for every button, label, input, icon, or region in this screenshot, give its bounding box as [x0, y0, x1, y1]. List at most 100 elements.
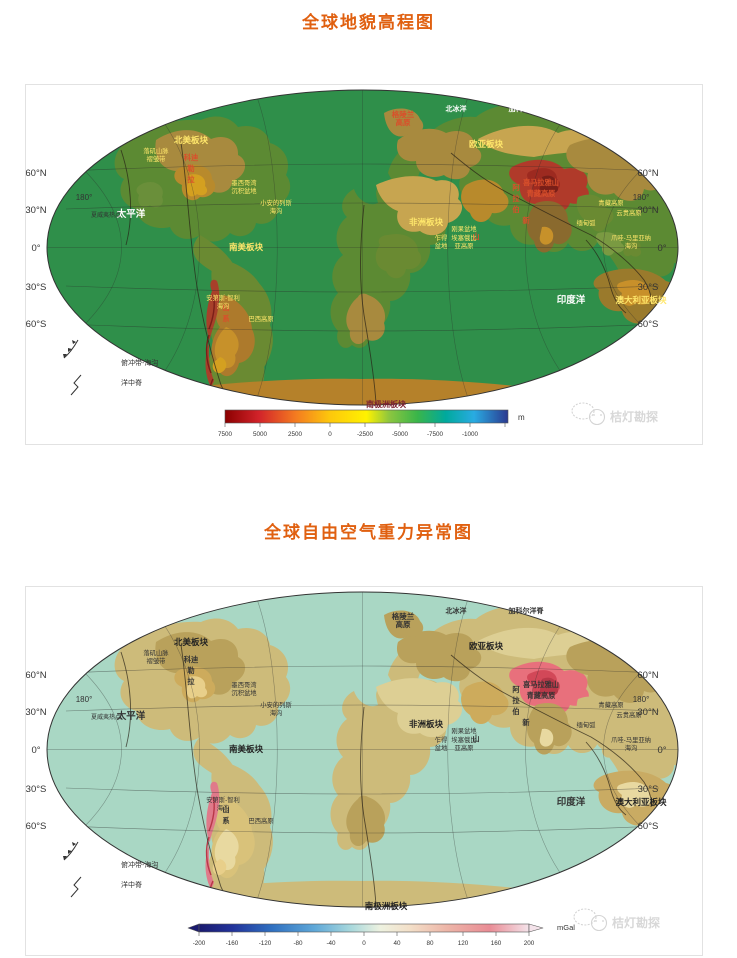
svg-text:120: 120: [458, 940, 469, 947]
svg-text:墨西哥湾: 墨西哥湾: [231, 178, 257, 187]
svg-text:太平洋: 太平洋: [117, 710, 146, 722]
svg-text:-1000: -1000: [462, 431, 479, 438]
svg-text:海沟: 海沟: [625, 743, 638, 752]
svg-text:海沟: 海沟: [270, 206, 283, 215]
svg-text:40: 40: [393, 940, 401, 947]
svg-text:60°S: 60°S: [26, 319, 46, 330]
svg-text:180°: 180°: [76, 695, 93, 704]
svg-text:夏威夷热点: 夏威夷热点: [91, 713, 121, 721]
svg-text:2500: 2500: [288, 431, 303, 438]
svg-text:亚高原: 亚高原: [455, 743, 474, 752]
svg-text:60°N: 60°N: [637, 670, 658, 681]
svg-text:云贵高原: 云贵高原: [616, 208, 641, 217]
svg-text:洋中脊: 洋中脊: [121, 880, 142, 889]
svg-text:亚高原: 亚高原: [455, 241, 474, 250]
svg-text:0°: 0°: [31, 745, 40, 756]
svg-text:伯: 伯: [512, 707, 519, 716]
svg-text:阿: 阿: [512, 685, 520, 694]
svg-text:-2500: -2500: [357, 431, 374, 438]
svg-text:30°N: 30°N: [26, 707, 47, 718]
svg-text:桔灯勘探: 桔灯勘探: [610, 409, 658, 424]
svg-text:60°N: 60°N: [26, 168, 47, 179]
svg-text:30°S: 30°S: [26, 784, 46, 795]
svg-text:洋中脊: 洋中脊: [121, 378, 142, 387]
svg-text:30°S: 30°S: [26, 282, 46, 293]
svg-text:160: 160: [491, 940, 502, 947]
svg-text:80: 80: [426, 940, 434, 947]
svg-text:阿: 阿: [512, 183, 520, 192]
svg-text:乍得: 乍得: [435, 735, 448, 744]
svg-text:加科尔洋脊: 加科尔洋脊: [508, 606, 545, 615]
svg-text:科迪: 科迪: [184, 655, 199, 664]
svg-text:60°S: 60°S: [638, 319, 659, 330]
svg-text:澳大利亚板块: 澳大利亚板块: [615, 295, 667, 305]
svg-text:南美板块: 南美板块: [229, 744, 264, 754]
svg-text:印度洋: 印度洋: [557, 294, 586, 306]
svg-text:小安的列斯: 小安的列斯: [260, 700, 292, 709]
svg-text:南极洲板块: 南极洲板块: [366, 399, 407, 409]
svg-text:-120: -120: [259, 940, 272, 947]
svg-text:加科尔洋脊: 加科尔洋脊: [508, 104, 545, 113]
svg-text:落矶山脉: 落矶山脉: [143, 146, 169, 155]
svg-text:褶皱带: 褶皱带: [147, 656, 166, 665]
svg-text:巴西高原: 巴西高原: [248, 314, 273, 323]
svg-text:-200: -200: [193, 940, 206, 947]
svg-text:云贵高原: 云贵高原: [616, 710, 641, 719]
svg-text:200: 200: [524, 940, 535, 947]
svg-text:海沟: 海沟: [217, 803, 230, 812]
svg-text:5000: 5000: [253, 431, 268, 438]
svg-text:180°: 180°: [76, 193, 93, 202]
svg-text:小安的列斯: 小安的列斯: [260, 198, 292, 207]
svg-text:30°S: 30°S: [638, 784, 659, 795]
svg-text:海沟: 海沟: [625, 241, 638, 250]
svg-text:沉积盆地: 沉积盆地: [231, 688, 257, 697]
svg-text:-160: -160: [226, 940, 239, 947]
svg-text:盆地: 盆地: [435, 241, 448, 250]
svg-text:拉: 拉: [187, 677, 195, 686]
svg-text:青藏高原: 青藏高原: [527, 691, 556, 700]
svg-text:乍得: 乍得: [435, 233, 448, 242]
svg-text:新: 新: [522, 718, 530, 727]
svg-text:非洲板块: 非洲板块: [409, 719, 444, 729]
svg-text:喜马拉雅山: 喜马拉雅山: [523, 680, 559, 689]
svg-text:青藏高原: 青藏高原: [598, 198, 623, 207]
svg-text:非洲板块: 非洲板块: [409, 217, 444, 227]
svg-text:伯: 伯: [512, 205, 519, 214]
svg-text:180°: 180°: [633, 695, 650, 704]
svg-text:7500: 7500: [218, 431, 233, 438]
svg-text:爪哇-马里亚纳: 爪哇-马里亚纳: [611, 233, 651, 242]
svg-text:拉: 拉: [512, 194, 520, 203]
svg-text:青藏高原: 青藏高原: [527, 189, 556, 198]
svg-text:缅甸弧: 缅甸弧: [577, 720, 597, 729]
svg-text:欧亚板块: 欧亚板块: [469, 641, 504, 651]
svg-text:夏威夷热点: 夏威夷热点: [91, 211, 121, 219]
svg-text:褶皱带: 褶皱带: [147, 154, 166, 163]
svg-text:-80: -80: [293, 940, 303, 947]
svg-text:30°S: 30°S: [638, 282, 659, 293]
svg-text:北美板块: 北美板块: [174, 135, 209, 145]
svg-text:埃塞俄比: 埃塞俄比: [451, 233, 476, 242]
svg-text:太平洋: 太平洋: [117, 208, 146, 220]
svg-text:俯冲带-海沟: 俯冲带-海沟: [121, 860, 158, 869]
svg-text:欧亚板块: 欧亚板块: [469, 139, 504, 149]
svg-text:安第斯-智利: 安第斯-智利: [206, 293, 240, 302]
svg-text:澳大利亚板块: 澳大利亚板块: [615, 797, 667, 807]
svg-text:高原: 高原: [396, 117, 411, 127]
svg-text:南极洲板块: 南极洲板块: [365, 901, 408, 911]
svg-text:勒: 勒: [187, 666, 194, 675]
svg-text:爪哇-马里亚纳: 爪哇-马里亚纳: [611, 735, 651, 744]
svg-text:0: 0: [362, 940, 366, 947]
svg-text:海沟: 海沟: [217, 301, 230, 310]
svg-text:60°N: 60°N: [637, 168, 658, 179]
svg-text:青藏高原: 青藏高原: [598, 700, 623, 709]
svg-text:mGal: mGal: [557, 923, 575, 932]
svg-text:缅甸弧: 缅甸弧: [577, 218, 597, 227]
svg-text:拉: 拉: [187, 175, 195, 184]
svg-text:印度洋: 印度洋: [557, 796, 586, 808]
svg-text:海沟: 海沟: [270, 708, 283, 717]
svg-text:60°S: 60°S: [26, 821, 46, 832]
svg-text:落矶山脉: 落矶山脉: [143, 648, 169, 657]
svg-text:沉积盆地: 沉积盆地: [231, 186, 257, 195]
svg-text:科迪: 科迪: [184, 153, 199, 162]
svg-text:-40: -40: [326, 940, 336, 947]
